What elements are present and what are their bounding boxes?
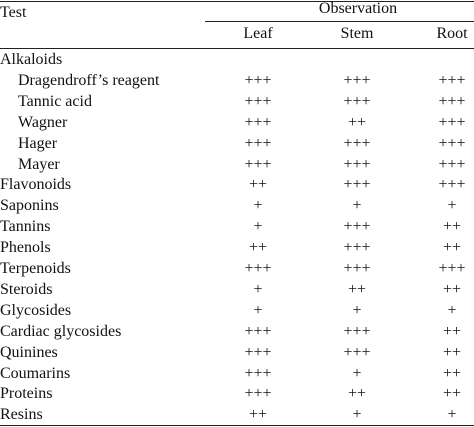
top-rule [0, 1, 474, 2]
cell: ++ [248, 239, 268, 257]
row-label: Coumarins [0, 364, 71, 382]
cell: +++ [343, 176, 371, 194]
cell: ++ [442, 322, 462, 340]
column-header: Stem [340, 25, 374, 42]
cell: +++ [438, 113, 466, 131]
cell: ++ [248, 406, 268, 424]
row-label: Dragendroff’s reagent [18, 71, 160, 89]
cell: ++ [248, 176, 268, 194]
cell: ++ [442, 385, 462, 403]
cell: + [253, 197, 263, 215]
row-label: Tannic acid [18, 92, 92, 110]
cell: + [352, 301, 362, 319]
cell: + [253, 301, 263, 319]
cell: +++ [343, 343, 371, 361]
row-label: Phenols [0, 239, 51, 257]
cell: +++ [438, 155, 466, 173]
header-rule [0, 48, 474, 49]
row-label: Wagner [18, 113, 68, 131]
row-label: Steroids [0, 280, 53, 298]
row-label: Cardiac glycosides [0, 322, 122, 340]
row-label: Mayer [18, 155, 60, 173]
cell: +++ [343, 260, 371, 277]
row-label: Proteins [0, 385, 53, 403]
cell: ++ [442, 364, 462, 382]
row-label: Flavonoids [0, 176, 72, 194]
group-rule [205, 21, 474, 22]
row-label: Terpenoids [0, 260, 71, 277]
cell: + [253, 218, 263, 236]
column-header: Leaf [243, 25, 273, 42]
cell: +++ [244, 343, 272, 361]
row-label: Hager [18, 134, 58, 152]
cell: +++ [244, 385, 272, 403]
cell: +++ [343, 218, 371, 236]
cell: +++ [244, 260, 272, 277]
cell: + [447, 301, 457, 319]
row-label: Glycosides [0, 301, 72, 319]
row-label: Tannins [0, 218, 51, 236]
header-group: Observation [318, 0, 398, 17]
cell: +++ [244, 113, 272, 131]
cell: + [447, 197, 457, 215]
cell: + [253, 280, 263, 298]
cell: +++ [244, 71, 272, 89]
cell: ++ [442, 239, 462, 257]
cell: ++ [347, 280, 367, 298]
cell: +++ [244, 134, 272, 152]
cell: +++ [438, 176, 466, 194]
cell: +++ [438, 260, 466, 277]
row-label: Alkaloids [0, 51, 63, 68]
cell: ++ [442, 343, 462, 361]
cell: ++ [347, 113, 367, 131]
cell: ++ [347, 385, 367, 403]
cell: + [352, 406, 362, 424]
cell: ++ [442, 218, 462, 236]
row-label: Resins [0, 406, 43, 424]
cell: +++ [438, 92, 466, 110]
cell: + [352, 364, 362, 382]
cell: +++ [244, 155, 272, 173]
column-header: Root [436, 25, 468, 42]
cell: +++ [438, 134, 466, 152]
cell: +++ [244, 322, 272, 340]
cell: + [447, 406, 457, 424]
cell: +++ [244, 364, 272, 382]
header-test: Test [0, 4, 27, 21]
row-label: Quinines [0, 343, 58, 361]
row-label: Saponins [0, 197, 59, 215]
cell: +++ [343, 92, 371, 110]
cell: ++ [442, 280, 462, 298]
cell: +++ [343, 134, 371, 152]
cell: +++ [438, 71, 466, 89]
cell: +++ [343, 155, 371, 173]
cell: +++ [343, 71, 371, 89]
cell: + [352, 197, 362, 215]
cell: +++ [343, 239, 371, 257]
cell: +++ [244, 92, 272, 110]
cell: +++ [343, 322, 371, 340]
bottom-rule [0, 425, 474, 426]
